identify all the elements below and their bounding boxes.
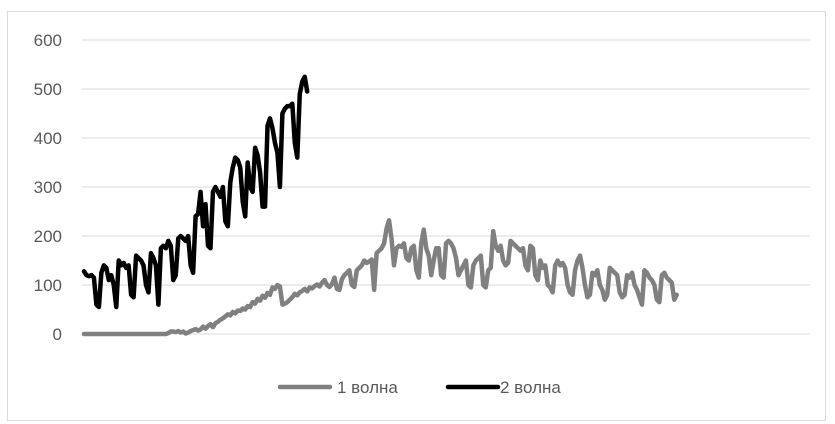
legend-item-2: 2 волна — [445, 378, 561, 397]
legend-label: 1 волна — [337, 378, 398, 397]
y-tick-label: 600 — [34, 31, 62, 50]
legend-item-1: 1 волна — [277, 378, 398, 397]
legend: 1 волна 2 волна — [277, 378, 561, 397]
y-tick-label: 300 — [34, 178, 62, 197]
y-tick-label: 0 — [53, 325, 62, 344]
gridlines — [82, 39, 810, 335]
y-axis-labels: 0 100 200 300 400 500 600 — [34, 31, 62, 344]
chart-frame — [7, 11, 826, 421]
y-tick-label: 500 — [34, 80, 62, 99]
series-2 — [81, 74, 310, 310]
y-tick-label: 200 — [34, 227, 62, 246]
y-tick-label: 400 — [34, 129, 62, 148]
series-1 — [81, 218, 679, 337]
series-layer — [81, 74, 679, 337]
y-tick-label: 100 — [34, 276, 62, 295]
series-line-2 — [81, 74, 310, 310]
series-line-1 — [81, 218, 679, 337]
legend-label: 2 волна — [500, 378, 561, 397]
